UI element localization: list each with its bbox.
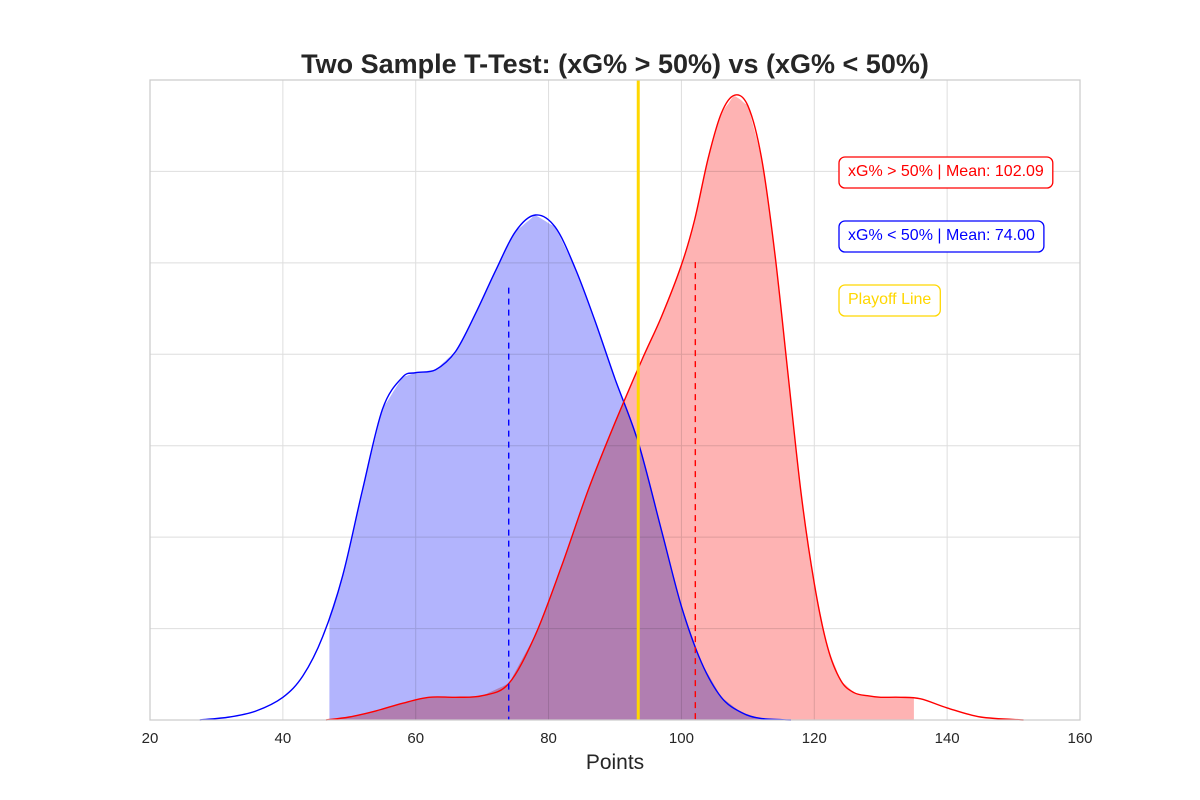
- x-tick-label: 20: [142, 730, 159, 747]
- annotation-box-2: Playoff Line: [838, 284, 941, 317]
- x-tick-label: 140: [935, 730, 960, 747]
- series-line-0: [199, 214, 792, 721]
- annotation-text: xG% > 50% | Mean: 102.09: [848, 163, 1044, 180]
- series-lines: [199, 94, 1024, 721]
- x-tick-label: 120: [802, 730, 827, 747]
- x-tick-label: 40: [275, 730, 292, 747]
- series-line-1: [325, 94, 1024, 721]
- annotation-frame: [838, 156, 1054, 189]
- annotation-text: Playoff Line: [848, 291, 931, 308]
- x-tick-label: 60: [407, 730, 424, 747]
- x-axis-label: Points: [586, 751, 644, 774]
- reference-lines: [508, 80, 697, 720]
- x-tick-label: 100: [669, 730, 694, 747]
- x-tick-labels: 20 40 60 80 100 120 140 160: [142, 730, 1093, 747]
- annotation-frame: [838, 284, 941, 317]
- annotation-text: xG% < 50% | Mean: 74.00: [848, 227, 1035, 244]
- annotation-boxes: xG% > 50% | Mean: 102.09 xG% < 50% | Mean…: [838, 156, 1054, 317]
- x-tick-label: 160: [1067, 730, 1092, 747]
- annotation-frame: [838, 220, 1045, 253]
- plot-frame: [149, 79, 1081, 721]
- annotation-box-0: xG% > 50% | Mean: 102.09: [838, 156, 1054, 189]
- x-tick-label: 80: [540, 730, 557, 747]
- annotation-box-1: xG% < 50% | Mean: 74.00: [838, 220, 1045, 253]
- chart-title: Two Sample T-Test: (xG% > 50%) vs (xG% <…: [301, 49, 929, 79]
